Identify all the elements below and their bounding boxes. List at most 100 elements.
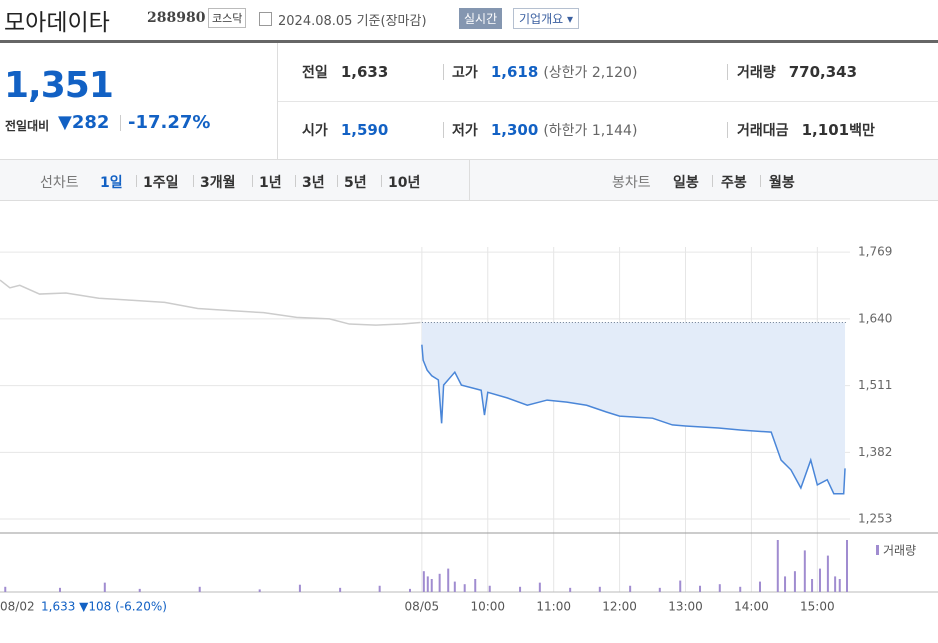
summary-unit: 백만 [849,123,875,139]
volume-bar [378,585,381,592]
volume-bar [430,579,433,592]
volume-bar [258,589,261,592]
current-price: 1,351 [4,65,114,106]
volume-bar [426,576,429,592]
summary-value: 1,101 [801,121,850,139]
candle-chart-label: 봉차트 [612,175,651,191]
volume-bar [811,579,814,592]
market-badge: 코스닥 [208,8,247,28]
separator [727,64,728,80]
x-tick-label: 14:00 [734,600,769,614]
separator [193,175,194,187]
candle-tab[interactable]: 주봉 [721,175,747,191]
separator [712,175,713,187]
tab-bar: 선차트 봉차트 1일 1주일 3개월 1년 3년 5년 10년 일봉 주봉 월봉 [0,160,938,201]
x-tick-label: 08/02 [0,600,35,614]
separator [252,175,253,187]
volume-bar [474,579,477,592]
x-tick-label: 10:00 [470,600,505,614]
summary-label: 저가 [452,123,478,139]
volume-bar [4,586,7,592]
quote-box: 1,351 전일대비 ▼282 -17.27% [0,43,278,160]
period-tab[interactable]: 3개월 [200,175,236,191]
line-chart-label: 선차트 [40,175,79,191]
summary-label: 거래량 [737,65,776,81]
summary-note: (상한가 2,120) [543,65,638,81]
candle-tab[interactable]: 월봉 [769,175,795,191]
separator [443,122,444,138]
separator [120,115,121,131]
summary-item: 거래량 770,343 [737,62,857,82]
x-tick-label: 11:00 [536,600,571,614]
realtime-button[interactable]: 실시간 [459,8,503,29]
volume-bar [453,581,456,592]
separator [727,122,728,138]
period-tab[interactable]: 1일 [100,175,123,191]
summary-item: 고가 1,618 (상한가 2,120) [452,62,637,82]
volume-bar [438,573,441,592]
summary-value: 1,300 [490,121,539,139]
period-tab[interactable]: 10년 [388,175,421,191]
volume-bar [793,571,796,592]
summary-value: 770,343 [788,63,858,81]
volume-bar [463,584,466,592]
volume-bar [826,555,829,592]
y-tick-label: 1,253 [858,512,892,526]
x-tick-label: 13:00 [668,600,703,614]
volume-bar [339,587,342,592]
summary-value: 1,633 [340,63,389,81]
y-tick-label: 1,769 [858,245,892,259]
summary-label: 시가 [302,123,328,139]
separator [337,175,338,187]
y-tick-label: 1,640 [858,311,892,325]
volume-bar [488,585,491,592]
summary-note: (하한가 1,144) [543,123,638,139]
overview-button[interactable]: 기업개요 ▾ [513,8,580,29]
volume-bar [598,586,601,592]
volume-bar [834,576,837,592]
volume-bar [58,587,61,592]
volume-bar [776,540,779,592]
candle-tab[interactable]: 일봉 [673,175,699,191]
period-tab[interactable]: 3년 [302,175,325,191]
change-label: 전일대비 [5,119,50,133]
basis: 기준(장마감) [356,14,427,29]
volume-bar [629,585,632,592]
period-tab[interactable]: 5년 [344,175,367,191]
volume-bar [758,581,761,592]
stock-name: 모아데이타 [4,10,110,36]
volume-bar [658,587,661,592]
change: ▼282 [58,112,110,133]
separator [381,175,382,187]
change-rate: -17.27% [128,112,211,133]
period-tab[interactable]: 1년 [259,175,282,191]
summary-label: 고가 [452,65,478,81]
summary-value: 1,618 [490,63,539,81]
date-info: 2024.08.05 기준(장마감) [278,10,427,29]
separator [469,160,470,200]
volume-bar [818,568,821,592]
volume-bar [103,582,106,592]
separator [443,64,444,80]
summary-item: 전일 1,633 [302,62,388,82]
volume-bar [838,579,841,592]
price-line [0,279,421,326]
volume-bar [846,540,848,592]
period-tab[interactable]: 1주일 [143,175,179,191]
volume-bar [408,588,411,592]
volume-bar [784,576,787,592]
volume-bar [538,582,541,592]
calendar-icon [259,12,272,26]
volume-bar [298,584,301,592]
summary-item: 저가 1,300 (하한가 1,144) [452,120,637,140]
volume-bar [447,568,450,592]
volume-bar [718,584,721,592]
summary-bottom [278,159,938,160]
y-tick-label: 1,511 [858,378,892,392]
volume-bar [138,588,141,592]
y-tick-label: 1,382 [858,445,892,459]
change-value: 282 [71,112,110,133]
area [421,322,846,494]
